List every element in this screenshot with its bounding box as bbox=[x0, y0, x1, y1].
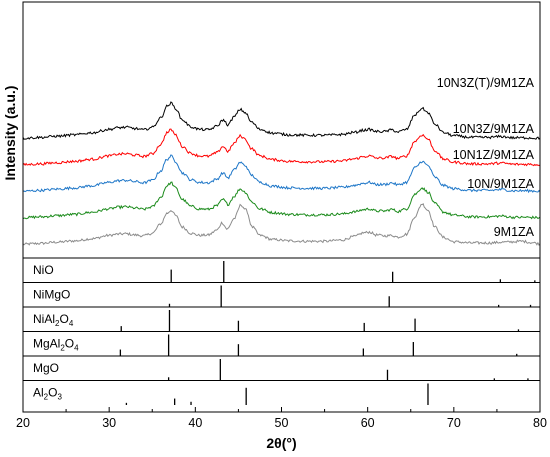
series-line-10n1z-9m1za bbox=[23, 154, 540, 194]
x-tick-label: 80 bbox=[533, 416, 547, 430]
series-label: 10N1Z/9M1ZA bbox=[453, 148, 535, 162]
series-layer bbox=[23, 101, 540, 246]
x-axis-title: 2θ(°) bbox=[266, 435, 296, 451]
reference-label: Al2O3 bbox=[33, 386, 62, 402]
x-axis-ticks: 20 30 40 50 60 70 80 bbox=[16, 407, 547, 430]
plot-frame bbox=[22, 1, 541, 413]
x-tick-label: 60 bbox=[361, 416, 375, 430]
series-label: 10N/9M1ZA bbox=[467, 177, 534, 191]
y-axis-title: Intensity (a.u.) bbox=[2, 86, 18, 181]
reference-patterns: NiO NiMgO NiAl2O4 MgAl2O4 MgO Al2O3 bbox=[23, 257, 540, 405]
x-tick-label: 20 bbox=[16, 416, 30, 430]
x-tick-label: 50 bbox=[275, 416, 289, 430]
x-tick-label: 70 bbox=[447, 416, 461, 430]
series-line-10n-9m1za bbox=[23, 181, 540, 220]
x-tick-label: 30 bbox=[102, 416, 116, 430]
reference-label: NiMgO bbox=[33, 288, 70, 302]
reference-label: MgAl2O4 bbox=[33, 337, 79, 353]
reference-label: NiAl2O4 bbox=[33, 312, 74, 328]
x-tick-label: 40 bbox=[188, 416, 202, 430]
series-label: 10N3Z/9M1ZA bbox=[453, 122, 535, 136]
series-line-10n3z-9m1za bbox=[23, 128, 540, 167]
reference-label: NiO bbox=[33, 263, 54, 277]
series-line-9m1za bbox=[23, 202, 540, 246]
series-label: 9M1ZA bbox=[494, 225, 535, 239]
reference-label: MgO bbox=[33, 361, 59, 375]
series-line-10n3z-t-9m1za bbox=[23, 101, 540, 140]
series-label: 10N3Z(T)/9M1ZA bbox=[437, 76, 535, 90]
